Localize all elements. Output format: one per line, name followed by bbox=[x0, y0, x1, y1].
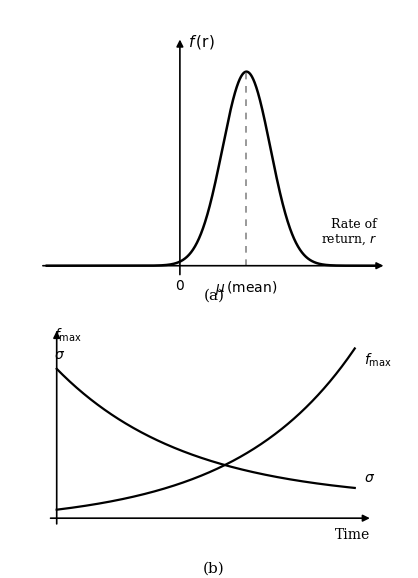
Text: $f\,\mathrm{(r)}$: $f\,\mathrm{(r)}$ bbox=[188, 33, 214, 51]
Text: Rate of
return, $r$: Rate of return, $r$ bbox=[321, 218, 377, 247]
Text: (a): (a) bbox=[204, 289, 225, 303]
Text: $0$: $0$ bbox=[175, 279, 185, 293]
Text: $\sigma$: $\sigma$ bbox=[54, 349, 65, 362]
Text: $f_{\mathrm{max}}$: $f_{\mathrm{max}}$ bbox=[54, 327, 82, 344]
Text: Time: Time bbox=[334, 528, 370, 542]
Text: $\mu\,\mathrm{(mean)}$: $\mu\,\mathrm{(mean)}$ bbox=[215, 279, 278, 297]
Text: $f_{\mathrm{max}}$: $f_{\mathrm{max}}$ bbox=[364, 352, 391, 369]
Text: $\sigma$: $\sigma$ bbox=[364, 470, 375, 484]
Text: (b): (b) bbox=[202, 562, 224, 576]
